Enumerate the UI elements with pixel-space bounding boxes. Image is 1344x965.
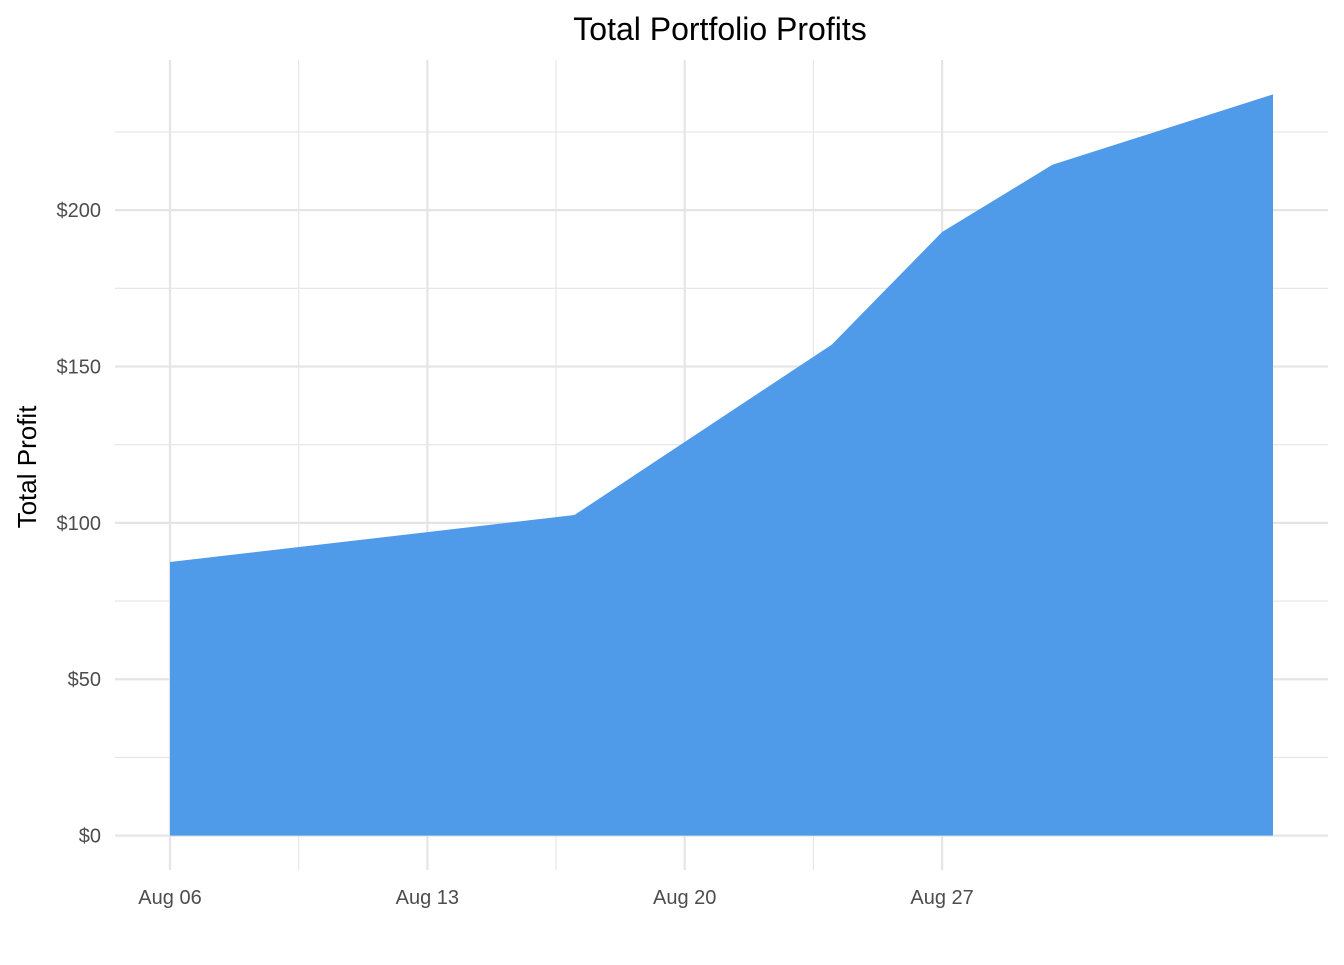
y-axis-label: Total Profit <box>12 405 42 529</box>
x-axis-tick-labels: Aug 06 Aug 13 Aug 20 Aug 27 <box>138 887 973 909</box>
x-tick-label: Aug 06 <box>138 887 201 909</box>
y-tick-label: $100 <box>57 513 102 535</box>
area-series-fill <box>170 94 1273 836</box>
y-tick-label: $0 <box>79 826 101 848</box>
x-tick-label: Aug 13 <box>396 887 459 909</box>
x-tick-label: Aug 20 <box>653 887 716 909</box>
y-tick-label: $200 <box>57 200 102 222</box>
chart-title: Total Portfolio Profits <box>573 11 866 47</box>
y-axis-tick-labels: $0 $50 $100 $150 $200 <box>57 200 102 847</box>
x-tick-label: Aug 27 <box>910 887 973 909</box>
y-tick-label: $50 <box>68 669 101 691</box>
area-series-layer <box>170 94 1273 836</box>
y-tick-label: $150 <box>57 356 102 378</box>
